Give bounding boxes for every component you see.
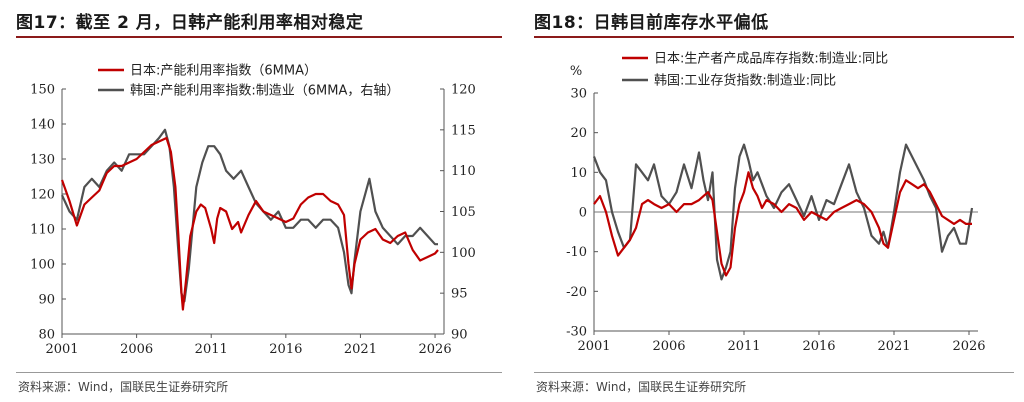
y-tick-label-right: 110 bbox=[451, 164, 476, 179]
x-tick-label: 2016 bbox=[802, 339, 835, 354]
title-rule bbox=[534, 36, 1014, 38]
y-tick-label-left: -10 bbox=[566, 245, 587, 260]
title-rule bbox=[16, 36, 502, 38]
y-tick-label-left: 30 bbox=[570, 87, 587, 102]
x-tick-label: 2001 bbox=[577, 339, 610, 354]
y-tick-label-left: -20 bbox=[566, 285, 587, 300]
x-tick-label: 2021 bbox=[877, 339, 910, 354]
x-tick-label: 2001 bbox=[45, 342, 78, 357]
y-tick-label-left: 110 bbox=[30, 223, 55, 238]
chart-title: 图18：日韩目前库存水平偏低 bbox=[534, 13, 769, 33]
x-tick-label: 2006 bbox=[120, 342, 153, 357]
legend-label-0: 日本:生产者产成品库存指数:制造业:同比 bbox=[654, 51, 888, 67]
y-tick-label-left: 150 bbox=[30, 83, 55, 98]
y-tick-label-left: 130 bbox=[30, 153, 55, 168]
y-tick-label-left: 120 bbox=[30, 188, 55, 203]
y-tick-label-right: 90 bbox=[451, 328, 468, 343]
x-tick-label: 2011 bbox=[195, 342, 228, 357]
y-tick-label-right: 115 bbox=[451, 123, 476, 138]
source-rule bbox=[16, 372, 502, 373]
y-tick-label-left: 100 bbox=[30, 258, 55, 273]
y-tick-label-left: 90 bbox=[38, 293, 55, 308]
y-tick-label-left: 10 bbox=[570, 166, 587, 181]
y-tick-label-right: 120 bbox=[451, 83, 476, 98]
legend-label-1: 韩国:产能利用率指数:制造业（6MMA，右轴） bbox=[130, 83, 399, 99]
series-line-1 bbox=[592, 143, 974, 281]
inventory-chart: -30 -20 -10 0 10 20 30% 2001 2006 2011 2016 2021 202… bbox=[566, 51, 985, 355]
x-tick-label: 2026 bbox=[952, 339, 985, 354]
y-tick-label-right: 100 bbox=[451, 246, 476, 261]
y-tick-label-right: 105 bbox=[451, 205, 476, 220]
y-tick-label-left: 0 bbox=[579, 206, 587, 221]
y-tick-label-left: 20 bbox=[570, 126, 587, 141]
panel-inventory: 图18：日韩目前库存水平偏低 -30 -20 -10 0 10 20 30% 2001 2006… bbox=[518, 0, 1024, 402]
y-tick-label-left: 140 bbox=[30, 118, 55, 133]
capacity-utilization-chart: 80 90 100 110 120 130 140 150 90 95 100 105 110 115 12… bbox=[30, 63, 476, 358]
x-tick-label: 2011 bbox=[727, 339, 760, 354]
source-note: 资料来源：Wind，国联民生证券研究所 bbox=[536, 380, 747, 394]
source-note: 资料来源：Wind，国联民生证券研究所 bbox=[18, 380, 229, 394]
panel-capacity-utilization: 图17：截至 2 月，日韩产能利用率相对稳定 80 90 100 110 120 130 1… bbox=[16, 13, 502, 394]
legend-label-1: 韩国:工业存货指数:制造业:同比 bbox=[654, 73, 836, 89]
legend-label-0: 日本:产能利用率指数（6MMA） bbox=[130, 63, 317, 79]
series-line-0 bbox=[60, 136, 439, 311]
y-tick-label-left: -30 bbox=[566, 325, 587, 340]
x-tick-label: 2021 bbox=[344, 342, 377, 357]
x-tick-label: 2006 bbox=[652, 339, 685, 354]
y-tick-label-right: 95 bbox=[451, 287, 468, 302]
source-rule bbox=[534, 372, 1014, 373]
y-tick-label-left: 80 bbox=[38, 328, 55, 343]
series-line-1 bbox=[61, 128, 438, 303]
chart-title: 图17：截至 2 月，日韩产能利用率相对稳定 bbox=[16, 13, 364, 33]
series-line-0 bbox=[593, 171, 972, 277]
x-tick-label: 2026 bbox=[419, 342, 452, 357]
y-axis-unit: % bbox=[570, 64, 582, 79]
x-tick-label: 2016 bbox=[269, 342, 302, 357]
